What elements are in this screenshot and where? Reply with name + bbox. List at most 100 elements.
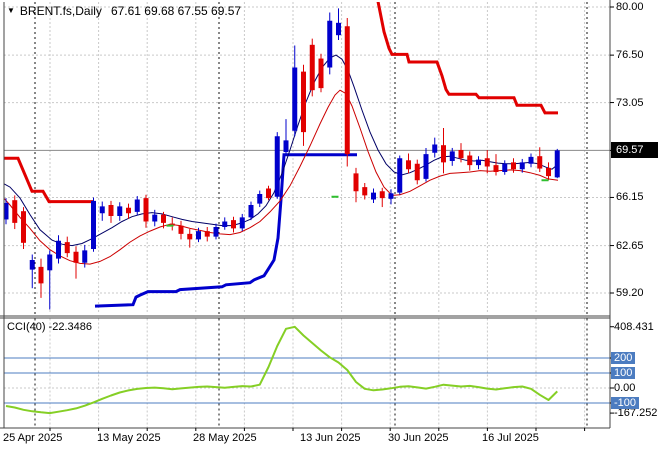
candle-body — [353, 173, 359, 192]
candle-body — [484, 158, 490, 167]
candle-body — [344, 26, 350, 155]
date-axis-label: 30 Jun 2025 — [388, 432, 449, 444]
candle-body — [502, 163, 508, 172]
cci-axis-label: -167.252 — [614, 407, 658, 420]
candle-body — [441, 145, 446, 163]
date-axis-label: 13 Jun 2025 — [300, 432, 361, 444]
candle-body — [528, 156, 534, 164]
date-axis-label: 13 May 2025 — [97, 432, 161, 444]
candle-body — [327, 20, 333, 68]
cci-level-badge: 100 — [611, 367, 636, 379]
trend-stop-line-upper — [4, 156, 93, 204]
price-axis-label: 73.05 — [616, 96, 644, 109]
candle-body — [21, 211, 26, 243]
trend-stop-line-lower — [94, 153, 357, 308]
candle-body — [56, 240, 61, 259]
candle-body — [161, 214, 166, 223]
candle-body — [406, 160, 411, 170]
candle-body — [47, 254, 53, 271]
candle-body — [554, 150, 560, 178]
cci-level-badge: -100 — [611, 397, 640, 409]
candle-body — [266, 188, 271, 199]
candle-body — [519, 162, 525, 170]
candle-body — [309, 44, 315, 91]
candle-body — [187, 233, 193, 240]
candle-body — [546, 167, 551, 177]
candle-body — [274, 136, 280, 197]
candle-body — [257, 194, 263, 204]
current-price-tag: 69.57 — [611, 142, 658, 159]
candle-body — [4, 202, 9, 220]
candle-body — [152, 214, 158, 222]
candle-body — [467, 155, 473, 166]
candle-body — [239, 217, 245, 229]
candle-body — [336, 22, 341, 36]
date-axis-label: 25 Apr 2025 — [3, 432, 63, 444]
trend-stop-line-upper — [376, 2, 558, 115]
candle-body — [91, 200, 96, 249]
candle-body — [134, 199, 140, 212]
ohlc-values-label: 67.61 69.68 67.55 69.57 — [110, 4, 242, 18]
candle-body — [204, 231, 210, 237]
price-axis-label: 80.00 — [616, 1, 644, 13]
candle-body — [414, 163, 420, 181]
candle-body — [379, 191, 385, 199]
chart-title-bar: ▼ BRENT.fs,Daily 67.61 69.68 67.55 69.57 — [7, 4, 241, 18]
collapse-triangle-icon[interactable]: ▼ — [7, 6, 15, 15]
candle-body — [292, 67, 298, 131]
candle-body — [362, 187, 368, 196]
candle-body — [476, 159, 481, 166]
candle-body — [64, 242, 70, 254]
candle-body — [222, 221, 228, 227]
candle-body — [29, 260, 35, 270]
candle-body — [493, 165, 499, 172]
price-axis-label: 62.65 — [616, 239, 644, 252]
candle-body — [449, 151, 455, 161]
candle-body — [117, 206, 123, 216]
candle-body — [231, 220, 236, 229]
indicator-label: CCI(40) -22.3486 — [7, 321, 92, 333]
cci-pane[interactable] — [5, 325, 558, 415]
candle-body — [169, 223, 175, 226]
cci-line — [5, 325, 558, 415]
candle-body — [196, 231, 201, 240]
doji-marker — [166, 224, 174, 227]
candle-body — [99, 206, 105, 214]
doji-marker — [331, 195, 339, 198]
candle-body — [283, 140, 289, 153]
candle-body — [511, 162, 516, 170]
candle-body — [458, 150, 464, 159]
candle-body — [213, 227, 219, 237]
candles-layer — [4, 8, 560, 310]
candle-body — [143, 198, 149, 222]
price-axis-label: 59.20 — [616, 287, 644, 299]
ma-slow-line — [4, 89, 559, 265]
candle-body — [301, 71, 306, 133]
candle-body — [371, 192, 376, 200]
date-axis-label: 28 May 2025 — [193, 432, 257, 444]
candle-body — [178, 225, 184, 234]
candle-body — [108, 205, 114, 216]
ma-fast-line — [4, 54, 559, 247]
candle-body — [82, 250, 88, 263]
cci-level-badge: 200 — [611, 352, 636, 364]
candle-body — [432, 144, 438, 153]
candle-body — [423, 154, 429, 179]
grid-layer — [4, 2, 610, 428]
date-axis-label: 16 Jul 2025 — [482, 432, 539, 444]
cci-axis-label: 0.00 — [614, 382, 636, 394]
price-pane[interactable] — [0, 2, 560, 310]
borders-layer — [0, 0, 614, 431]
candle-body — [73, 251, 79, 263]
candle-body — [537, 156, 543, 169]
candle-body — [248, 205, 254, 218]
cci-axis-label: 408.431 — [614, 320, 654, 333]
candle-body — [388, 193, 394, 199]
price-axis-label: 76.50 — [616, 49, 644, 62]
price-axis-label: 66.15 — [616, 191, 644, 204]
candle-body — [397, 158, 403, 193]
symbol-period-label: BRENT.fs,Daily — [19, 4, 102, 18]
candle-body — [38, 266, 44, 284]
